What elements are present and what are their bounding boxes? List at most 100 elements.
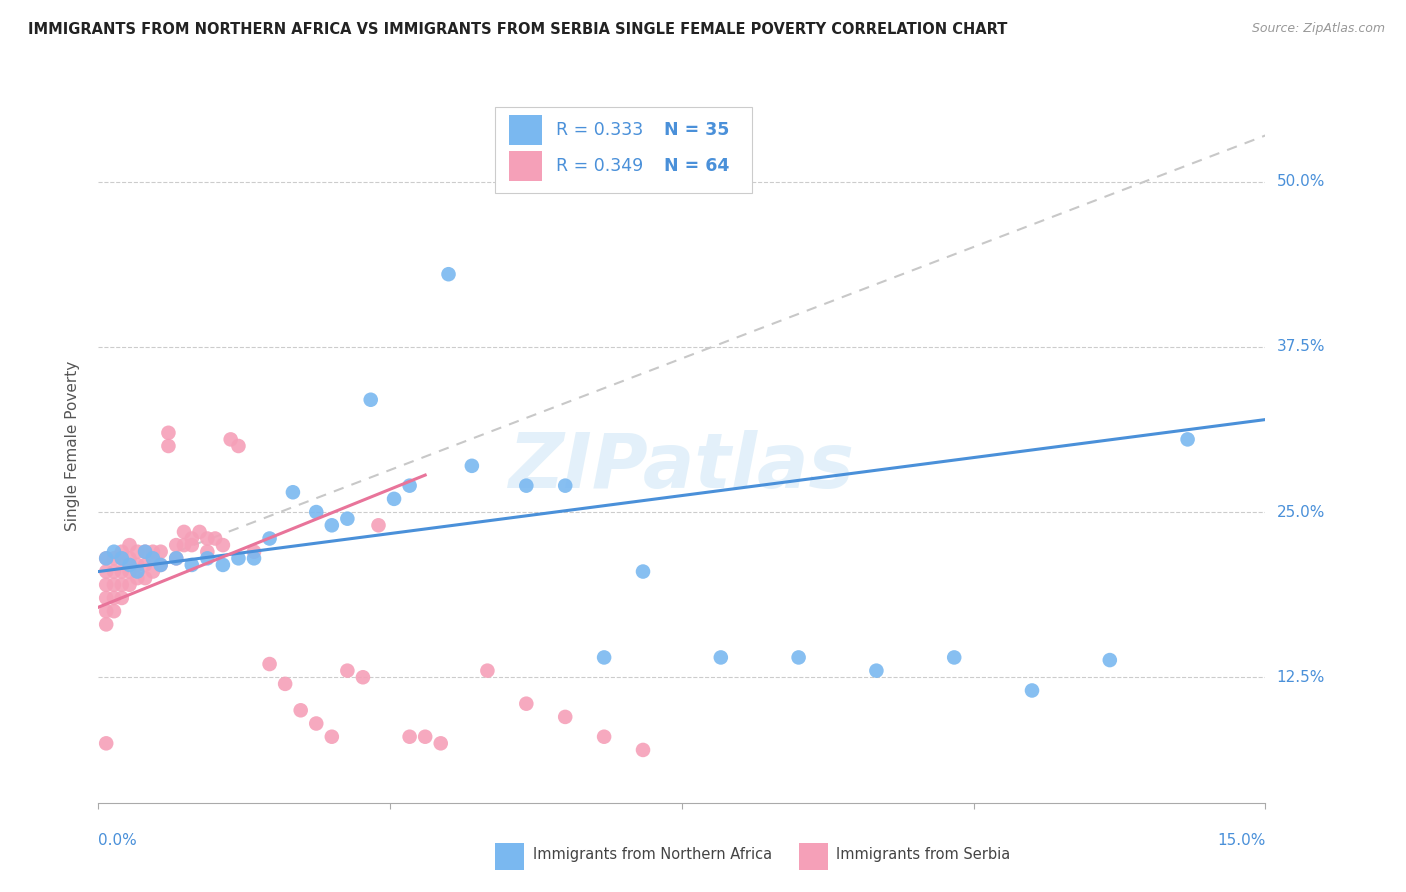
Point [1177,433,1199,447]
Text: 37.5%: 37.5% [1277,339,1324,354]
Point [461,458,484,473]
Point [134,545,156,559]
Point [180,538,202,552]
Point [228,439,250,453]
Point [290,703,312,717]
Point [96,736,118,750]
Point [96,604,118,618]
Text: 12.5%: 12.5% [1277,670,1324,685]
Text: 50.0%: 50.0% [1277,174,1324,189]
Point [96,617,118,632]
Point [165,538,187,552]
Text: Source: ZipAtlas.com: Source: ZipAtlas.com [1251,22,1385,36]
Point [336,664,359,678]
Point [352,670,374,684]
Point [1021,683,1043,698]
Point [943,650,966,665]
Text: ZIPatlas: ZIPatlas [509,431,855,504]
Point [382,491,405,506]
FancyBboxPatch shape [495,107,752,193]
Point [477,664,499,678]
Point [118,578,141,592]
Point [429,736,451,750]
Point [96,591,118,605]
Point [165,551,187,566]
Point [367,518,389,533]
Point [321,730,343,744]
Point [228,551,250,566]
Point [134,545,156,559]
Point [96,578,118,592]
Point [103,578,125,592]
Point [305,716,328,731]
Point [111,578,134,592]
Point [142,545,165,559]
Point [336,511,359,525]
Point [219,433,242,447]
Point [103,565,125,579]
Point [212,538,235,552]
Point [111,591,134,605]
Point [593,730,616,744]
Point [103,545,125,559]
Point [274,677,297,691]
Point [173,524,195,539]
Text: N = 64: N = 64 [665,157,730,175]
Point [173,538,195,552]
Point [259,532,281,546]
Point [96,551,118,566]
Point [195,545,218,559]
Text: 25.0%: 25.0% [1277,505,1324,519]
Text: IMMIGRANTS FROM NORTHERN AFRICA VS IMMIGRANTS FROM SERBIA SINGLE FEMALE POVERTY : IMMIGRANTS FROM NORTHERN AFRICA VS IMMIG… [28,22,1008,37]
FancyBboxPatch shape [509,151,541,180]
Text: Immigrants from Serbia: Immigrants from Serbia [837,847,1010,862]
Point [127,571,149,585]
Point [212,558,235,572]
Point [631,565,654,579]
Point [96,565,118,579]
Text: 15.0%: 15.0% [1218,833,1265,848]
Point [243,551,266,566]
Point [398,478,420,492]
Point [180,532,202,546]
Point [180,558,202,572]
Point [515,478,537,492]
Point [281,485,304,500]
Point [188,524,211,539]
Point [103,591,125,605]
Point [149,558,172,572]
Point [127,565,149,579]
Point [111,551,134,566]
Point [787,650,810,665]
Point [1098,653,1121,667]
Text: R = 0.333: R = 0.333 [555,121,643,139]
Point [710,650,733,665]
Point [149,545,172,559]
Text: Immigrants from Northern Africa: Immigrants from Northern Africa [533,847,772,862]
Point [127,545,149,559]
FancyBboxPatch shape [799,843,828,870]
Point [515,697,537,711]
Point [195,551,218,566]
Point [157,439,180,453]
Point [134,558,156,572]
FancyBboxPatch shape [509,115,541,145]
Point [360,392,382,407]
Point [103,551,125,566]
Text: R = 0.349: R = 0.349 [555,157,643,175]
Point [554,710,576,724]
Point [118,558,141,572]
Text: N = 35: N = 35 [665,121,730,139]
Point [118,565,141,579]
Point [321,518,343,533]
Point [865,664,887,678]
Point [259,657,281,671]
Point [149,558,172,572]
Point [142,565,165,579]
Text: 0.0%: 0.0% [98,833,138,848]
Point [134,571,156,585]
Point [165,551,187,566]
Point [243,545,266,559]
Point [157,425,180,440]
Point [103,604,125,618]
